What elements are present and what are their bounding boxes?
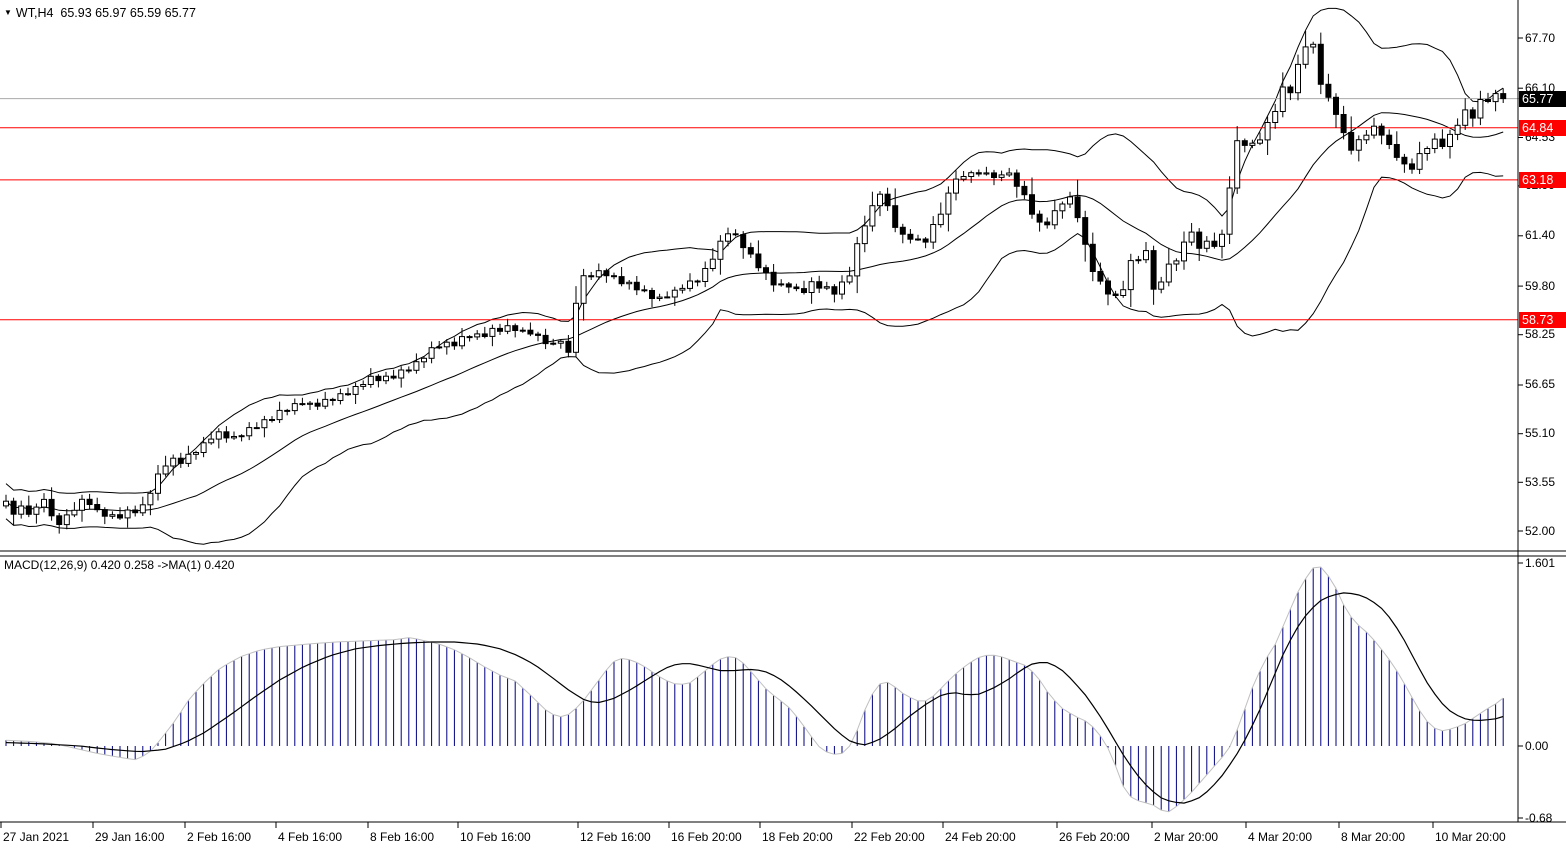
price-tick-label: 52.00 — [1525, 523, 1556, 538]
macd-tick-label: 1.601 — [1525, 555, 1556, 570]
price-tick-label: 67.70 — [1525, 30, 1556, 45]
macd-signal-line — [5, 592, 1504, 804]
date-tick-label: 10 Mar 20:00 — [1435, 830, 1506, 844]
date-tick-label: 24 Feb 20:00 — [945, 830, 1016, 844]
date-tick-label: 2 Feb 16:00 — [187, 830, 252, 844]
macd-tick-label: 0.00 — [1525, 738, 1549, 753]
bollinger-bands — [5, 7, 1504, 545]
macd-tick-label: -0.68 — [1525, 810, 1553, 825]
price-tick-label: 61.40 — [1525, 228, 1556, 243]
level-price-label: 64.84 — [1519, 119, 1566, 136]
date-tick-label: 4 Feb 16:00 — [278, 830, 343, 844]
date-tick-label: 29 Jan 16:00 — [95, 830, 165, 844]
date-tick-label: 12 Feb 16:00 — [580, 830, 651, 844]
down-triangle-icon: ▼ — [4, 8, 12, 17]
price-tick-label: 59.80 — [1525, 278, 1556, 293]
date-tick-label: 2 Mar 20:00 — [1154, 830, 1219, 844]
price-tick-label: 53.55 — [1525, 474, 1556, 489]
current-price-label: 65.77 — [1519, 90, 1566, 107]
level-price-label: 63.18 — [1519, 171, 1566, 188]
price-tick-label: 56.65 — [1525, 377, 1556, 392]
price-tick-label: 58.25 — [1525, 327, 1556, 342]
date-tick-label: 8 Mar 20:00 — [1341, 830, 1406, 844]
date-tick-label: 8 Feb 16:00 — [370, 830, 435, 844]
macd-indicator-label: MACD(12,26,9) 0.420 0.258 ->MA(1) 0.420 — [4, 558, 235, 572]
date-tick-label: 27 Jan 2021 — [3, 830, 70, 844]
date-tick-label: 10 Feb 16:00 — [460, 830, 531, 844]
date-tick-label: 22 Feb 20:00 — [854, 830, 925, 844]
date-tick-label: 18 Feb 20:00 — [762, 830, 833, 844]
chart-ohlc-values: 65.93 65.97 65.59 65.77 — [60, 6, 196, 20]
candlestick-series — [3, 31, 1507, 534]
date-tick-label: 4 Mar 20:00 — [1248, 830, 1313, 844]
macd-envelope-line — [5, 566, 1504, 813]
date-tick-label: 26 Feb 20:00 — [1059, 830, 1130, 844]
price-tick-label: 55.10 — [1525, 426, 1556, 441]
chart-title: ▼ WT,H4 65.93 65.97 65.59 65.77 — [4, 6, 196, 20]
chart-symbol-period: WT,H4 — [15, 6, 54, 20]
macd-histogram — [5, 567, 1504, 812]
axis-ticks — [0, 37, 1523, 828]
level-price-label: 58.73 — [1519, 311, 1566, 328]
date-tick-label: 16 Feb 20:00 — [671, 830, 742, 844]
